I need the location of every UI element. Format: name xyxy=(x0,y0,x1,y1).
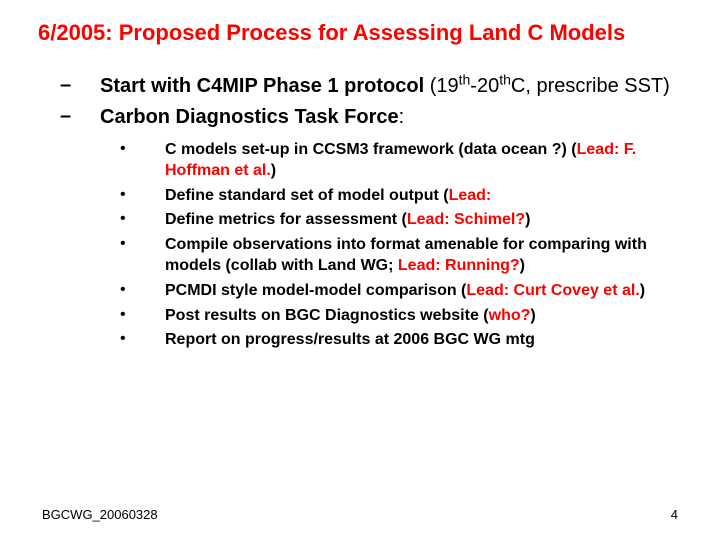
lead-text: Lead: xyxy=(449,187,492,204)
txt: ) xyxy=(640,282,645,299)
dot-bullet: • xyxy=(120,210,165,231)
level2-item: • Report on progress/results at 2006 BGC… xyxy=(120,330,690,351)
level2-content: Compile observations into format amenabl… xyxy=(165,235,690,277)
footer-left: BGCWG_20060328 xyxy=(42,507,158,522)
txt: (19 xyxy=(424,75,458,97)
dot-bullet: • xyxy=(120,235,165,277)
level2-content: PCMDI style model-model comparison (Lead… xyxy=(165,281,645,302)
level1-bold: Start with C4MIP Phase 1 protocol xyxy=(100,75,424,97)
dot-bullet: • xyxy=(120,330,165,351)
level1-item: – Start with C4MIP Phase 1 protocol (19t… xyxy=(30,74,690,99)
level2-item: • Define standard set of model output (L… xyxy=(120,186,690,207)
dash-bullet: – xyxy=(60,105,100,130)
level1-bold: Carbon Diagnostics Task Force xyxy=(100,106,399,128)
level2-container: • C models set-up in CCSM3 framework (da… xyxy=(30,140,690,351)
dot-bullet: • xyxy=(120,281,165,302)
txt: ) xyxy=(520,257,525,274)
level2-content: Post results on BGC Diagnostics website … xyxy=(165,306,536,327)
level2-content: Define standard set of model output (Lea… xyxy=(165,186,491,207)
level2-content: Report on progress/results at 2006 BGC W… xyxy=(165,330,535,351)
txt: Post results on BGC Diagnostics website … xyxy=(165,307,489,324)
txt: Define metrics for assessment ( xyxy=(165,211,407,228)
txt: ) xyxy=(530,307,535,324)
lead-text: who? xyxy=(489,307,531,324)
dash-bullet: – xyxy=(60,74,100,99)
lead-text: Lead: Running? xyxy=(398,257,520,274)
txt: Report on progress/results at 2006 BGC W… xyxy=(165,331,535,348)
level2-item: • Post results on BGC Diagnostics websit… xyxy=(120,306,690,327)
slide-title: 6/2005: Proposed Process for Assessing L… xyxy=(30,20,690,46)
txt: C models set-up in CCSM3 framework (data… xyxy=(165,141,577,158)
lead-text: Lead: Schimel? xyxy=(407,211,525,228)
dot-bullet: • xyxy=(120,186,165,207)
sup: th xyxy=(499,71,511,87)
dot-bullet: • xyxy=(120,306,165,327)
page-number: 4 xyxy=(671,507,678,522)
txt: ) xyxy=(271,162,276,179)
level2-item: • Define metrics for assessment (Lead: S… xyxy=(120,210,690,231)
level1-item: – Carbon Diagnostics Task Force: xyxy=(30,105,690,130)
dot-bullet: • xyxy=(120,140,165,182)
txt: -20 xyxy=(470,75,499,97)
lead-text: Lead: Curt Covey et al. xyxy=(466,282,639,299)
level2-item: • Compile observations into format amena… xyxy=(120,235,690,277)
level2-content: Define metrics for assessment (Lead: Sch… xyxy=(165,210,530,231)
level2-item: • C models set-up in CCSM3 framework (da… xyxy=(120,140,690,182)
txt: Define standard set of model output ( xyxy=(165,187,449,204)
level1-rest: (19th-20thC, prescribe SST) xyxy=(424,75,670,97)
footer: BGCWG_20060328 4 xyxy=(42,507,678,522)
txt: C, prescribe SST) xyxy=(511,75,670,97)
txt: : xyxy=(399,106,405,128)
slide-container: 6/2005: Proposed Process for Assessing L… xyxy=(0,0,720,540)
level2-content: C models set-up in CCSM3 framework (data… xyxy=(165,140,690,182)
level1-content: Carbon Diagnostics Task Force: xyxy=(100,105,404,130)
level1-content: Start with C4MIP Phase 1 protocol (19th-… xyxy=(100,74,670,99)
txt: ) xyxy=(525,211,530,228)
txt: PCMDI style model-model comparison ( xyxy=(165,282,466,299)
sup: th xyxy=(459,71,471,87)
level2-item: • PCMDI style model-model comparison (Le… xyxy=(120,281,690,302)
